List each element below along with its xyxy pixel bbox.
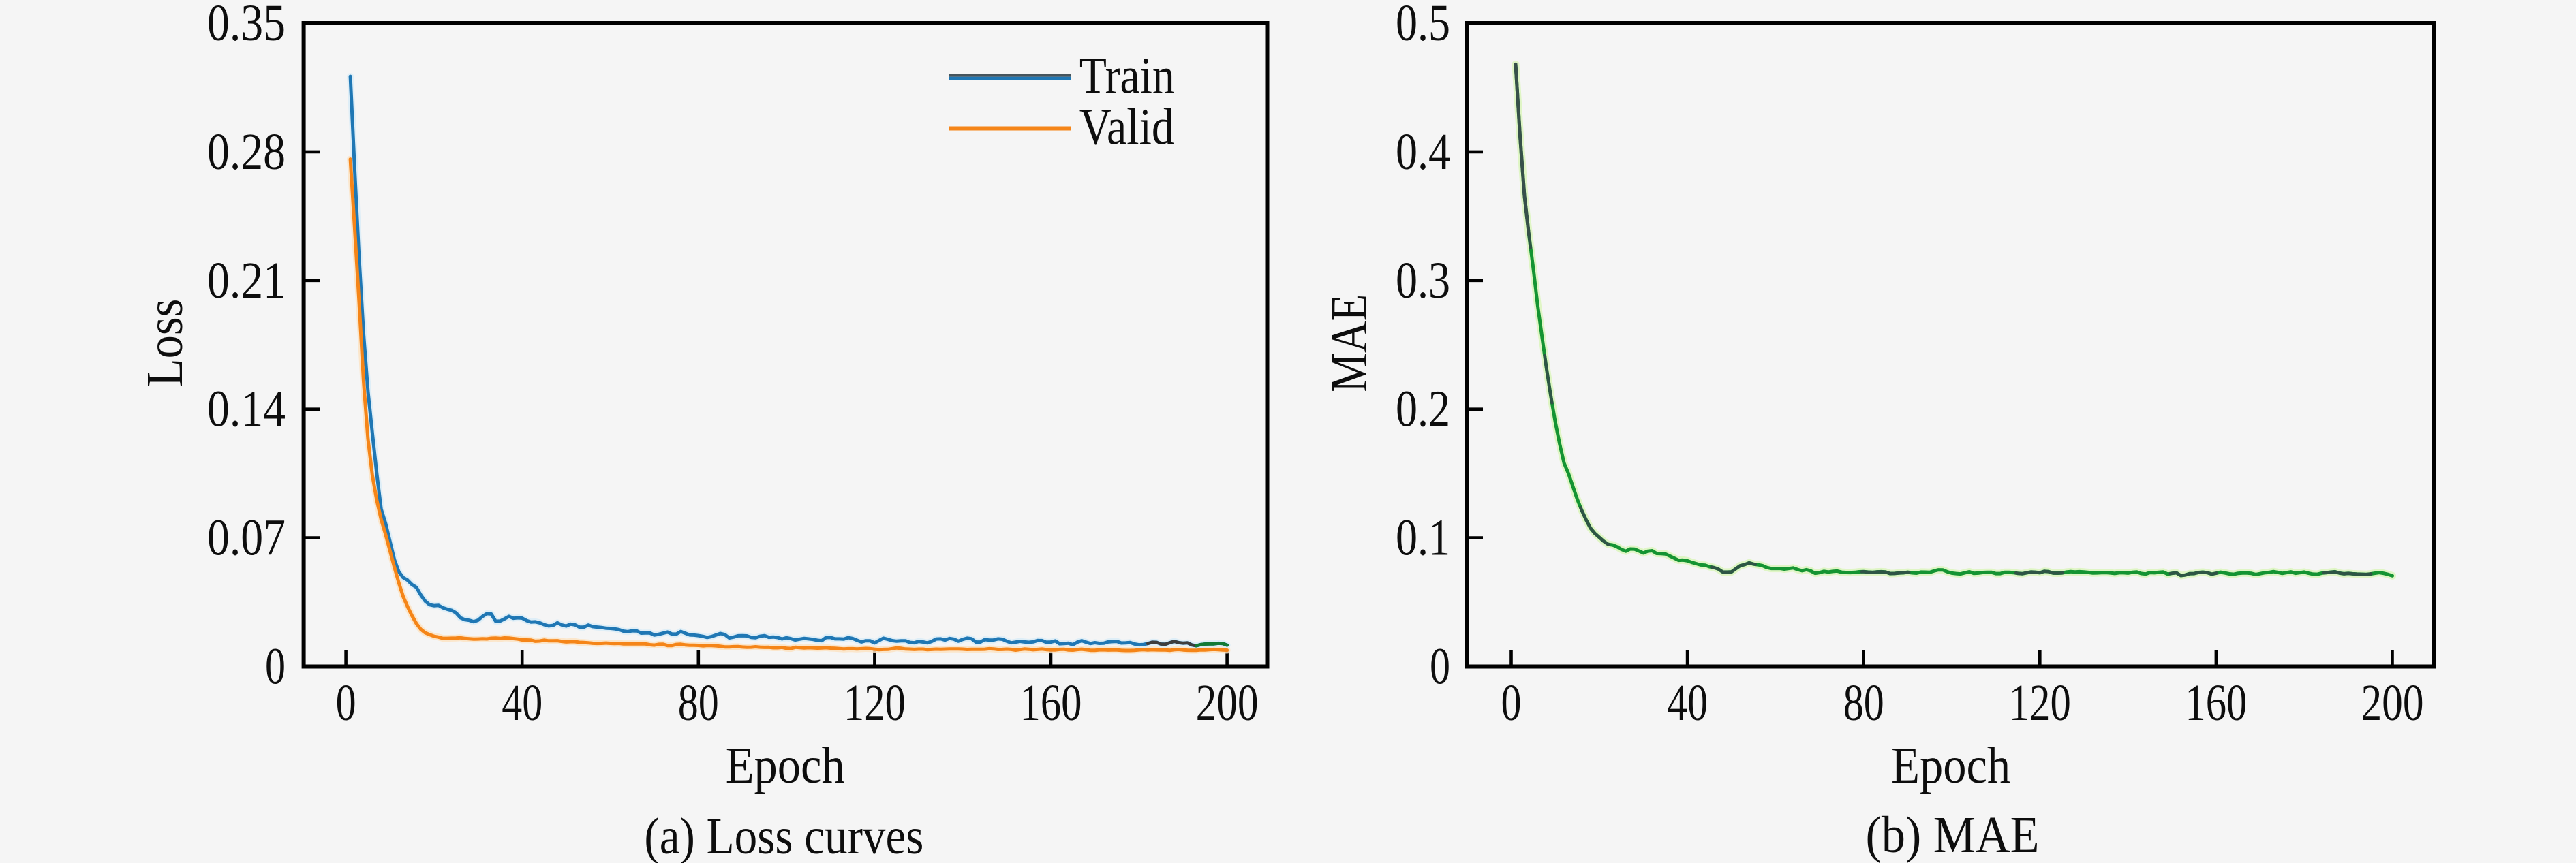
svg-text:Epoch: Epoch <box>1891 737 2010 794</box>
svg-text:(a) Loss curves: (a) Loss curves <box>644 808 923 863</box>
svg-text:0.35: 0.35 <box>207 0 286 52</box>
svg-text:80: 80 <box>1843 674 1884 732</box>
svg-text:200: 200 <box>2361 674 2424 732</box>
svg-text:(b) MAE: (b) MAE <box>1866 806 2040 863</box>
svg-text:0.1: 0.1 <box>1396 509 1450 567</box>
svg-text:120: 120 <box>844 674 906 732</box>
svg-text:MAE: MAE <box>1321 294 1378 392</box>
svg-text:0.4: 0.4 <box>1396 123 1450 181</box>
svg-text:160: 160 <box>1020 674 1082 732</box>
svg-text:120: 120 <box>2009 674 2071 732</box>
svg-text:160: 160 <box>2185 674 2247 732</box>
svg-text:Train: Train <box>1079 48 1175 105</box>
svg-text:40: 40 <box>502 674 542 732</box>
svg-text:0.3: 0.3 <box>1396 252 1450 309</box>
svg-text:Valid: Valid <box>1079 99 1174 156</box>
svg-text:0: 0 <box>1430 638 1450 695</box>
svg-text:0.2: 0.2 <box>1396 381 1450 438</box>
svg-text:0.07: 0.07 <box>207 509 286 567</box>
svg-text:Loss: Loss <box>136 299 194 388</box>
svg-text:40: 40 <box>1667 674 1708 732</box>
svg-text:0: 0 <box>1501 674 1522 732</box>
svg-text:0.28: 0.28 <box>207 123 286 181</box>
svg-text:Epoch: Epoch <box>726 737 845 794</box>
svg-text:200: 200 <box>1196 674 1259 732</box>
svg-text:0: 0 <box>265 638 286 695</box>
svg-text:0.5: 0.5 <box>1396 0 1450 52</box>
svg-text:80: 80 <box>678 674 719 732</box>
svg-text:0: 0 <box>336 674 356 732</box>
svg-text:0.14: 0.14 <box>207 381 286 438</box>
svg-text:0.21: 0.21 <box>207 252 286 309</box>
